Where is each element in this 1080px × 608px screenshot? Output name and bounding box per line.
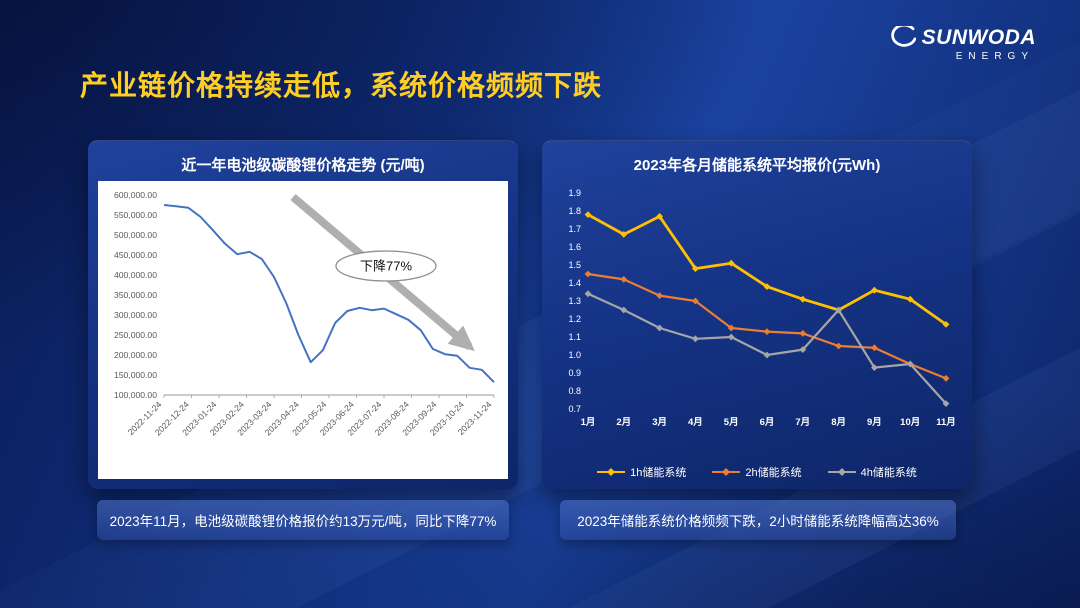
svg-text:300,000.00: 300,000.00 xyxy=(114,310,157,320)
svg-text:550,000.00: 550,000.00 xyxy=(114,210,157,220)
legend-item: 1h储能系统 xyxy=(597,464,686,480)
svg-text:10月: 10月 xyxy=(900,417,920,428)
lithium-caption: 2023年11月，电池级碳酸锂价格报价约13万元/吨，同比下降77% xyxy=(97,500,509,540)
legend-marker-icon xyxy=(597,468,626,476)
svg-text:450,000.00: 450,000.00 xyxy=(114,250,157,260)
svg-text:250,000.00: 250,000.00 xyxy=(114,330,157,340)
logo-brand-text: SUNWODA xyxy=(921,26,1036,49)
svg-text:1.9: 1.9 xyxy=(568,188,581,198)
svg-text:9月: 9月 xyxy=(867,417,882,428)
svg-text:0.8: 0.8 xyxy=(568,386,581,396)
legend-label: 4h储能系统 xyxy=(860,467,917,479)
svg-text:7月: 7月 xyxy=(795,417,810,428)
svg-text:200,000.00: 200,000.00 xyxy=(114,350,157,360)
logo-swoosh-icon xyxy=(890,26,916,47)
svg-text:100,000.00: 100,000.00 xyxy=(114,390,157,400)
lithium-price-chart-svg: 100,000.00 150,000.00 200,000.00 250,000.00… xyxy=(114,190,495,438)
svg-text:1月: 1月 xyxy=(581,417,596,428)
storage-price-panel: 2023年各月储能系统平均报价(元Wh) 0.7 0.8 0.9 1.0 1.1 1.2 1… xyxy=(542,140,972,489)
sunwoda-logo: SUNWODA ENERGY xyxy=(888,26,1036,62)
svg-text:1.7: 1.7 xyxy=(568,224,581,234)
svg-text:350,000.00: 350,000.00 xyxy=(114,290,157,300)
svg-text:3月: 3月 xyxy=(652,417,667,428)
svg-text:1.0: 1.0 xyxy=(568,350,581,360)
page-title: 产业链价格持续走低，系统价格频频下跌 xyxy=(80,70,603,101)
svg-text:1.2: 1.2 xyxy=(568,314,581,324)
legend-marker-icon xyxy=(827,468,856,476)
storage-chart-legend: 1h储能系统 2h储能系统 4h储能系统 xyxy=(542,464,972,480)
storage-caption: 2023年储能系统价格频频下跌，2小时储能系统降幅高达36% xyxy=(560,500,956,540)
lithium-chart-title: 近一年电池级碳酸锂价格走势 (元/吨) xyxy=(181,157,425,174)
svg-text:1.8: 1.8 xyxy=(568,206,581,216)
legend-item: 2h储能系统 xyxy=(712,464,802,480)
svg-text:1.6: 1.6 xyxy=(568,242,581,252)
svg-text:6月: 6月 xyxy=(760,417,775,428)
legend-label: 2h储能系统 xyxy=(745,467,802,479)
legend-label: 1h储能系统 xyxy=(630,467,687,479)
svg-text:0.7: 0.7 xyxy=(568,404,581,414)
svg-text:2月: 2月 xyxy=(616,417,631,428)
svg-text:1.5: 1.5 xyxy=(568,260,581,270)
lithium-price-chart: 100,000.00 150,000.00 200,000.00 250,000.00… xyxy=(98,181,508,479)
svg-text:5月: 5月 xyxy=(724,417,739,428)
svg-text:8月: 8月 xyxy=(831,417,846,428)
svg-text:4月: 4月 xyxy=(688,417,703,428)
svg-text:1.1: 1.1 xyxy=(568,332,581,342)
svg-text:400,000.00: 400,000.00 xyxy=(114,270,157,280)
storage-chart-title: 2023年各月储能系统平均报价(元Wh) xyxy=(633,157,881,174)
legend-marker-icon xyxy=(712,468,741,476)
svg-text:500,000.00: 500,000.00 xyxy=(114,230,157,240)
svg-text:1.4: 1.4 xyxy=(568,278,581,288)
svg-text:下降77%: 下降77% xyxy=(360,259,412,274)
logo-sub-text: ENERGY xyxy=(955,51,1034,62)
svg-text:0.9: 0.9 xyxy=(568,368,581,378)
storage-price-chart-svg: 0.7 0.8 0.9 1.0 1.1 1.2 1.3 1.4 1.5 1.6 1.7 1.8 1.9 1… xyxy=(568,188,956,428)
legend-item: 4h储能系统 xyxy=(827,464,917,480)
svg-text:600,000.00: 600,000.00 xyxy=(114,190,157,200)
lithium-price-panel: 近一年电池级碳酸锂价格走势 (元/吨) 100,000.00 150,000.00… xyxy=(88,140,518,489)
svg-text:11月: 11月 xyxy=(936,417,956,428)
svg-text:1.3: 1.3 xyxy=(568,296,581,306)
svg-text:150,000.00: 150,000.00 xyxy=(114,370,157,380)
